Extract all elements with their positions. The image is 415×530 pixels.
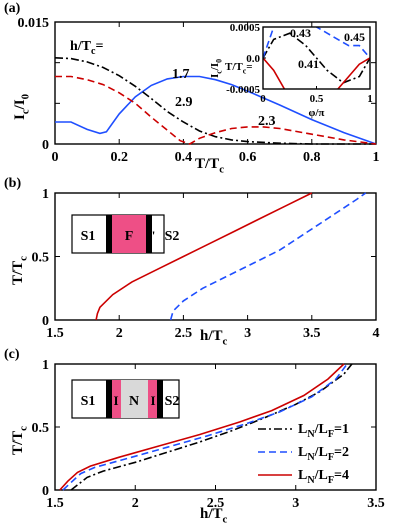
panel-c-barrier <box>106 380 112 418</box>
panel-c-ferro-layer <box>112 380 121 418</box>
panel-c-junction-label: I <box>150 393 155 408</box>
inset-plot-area <box>263 27 370 89</box>
panel-a-xlabel: T/Tc <box>195 156 224 176</box>
panel-c-ytick-label: 0 <box>42 484 49 499</box>
inset-xtick-label: 0.5 <box>310 93 324 105</box>
panel-b-xtick-label: 2 <box>116 326 123 341</box>
panel-a-xtick-label: 0 <box>52 150 59 165</box>
panel-a-legend-title: h/Tc= <box>70 39 104 57</box>
inset-xtick-label: 1 <box>367 93 373 105</box>
panel-a-xtick-label: 0.2 <box>110 150 128 165</box>
panel-b-xtick-label: 3.5 <box>303 326 321 341</box>
panel-b-xtick-label: 3 <box>244 326 251 341</box>
panel-b-xlabel: h/Tc <box>200 328 228 348</box>
inset-ytick-label: -0.0005 <box>226 84 260 96</box>
panel-b-ylabel: T/Tc <box>10 256 30 285</box>
panel-c-xlabel: h/Tc <box>200 506 228 526</box>
panel-b-junction-label: F <box>125 229 134 244</box>
panel-b-ytick-label: 0 <box>42 314 49 329</box>
panel-c-xtick-label: 3.5 <box>367 496 385 511</box>
panel-a-xtick-label: 0.8 <box>303 150 321 165</box>
panel-a-curve-label: 2.3 <box>258 114 276 129</box>
panel-b-xtick-label: 4 <box>373 326 380 341</box>
panel-a-xtick-label: 0.4 <box>175 150 193 165</box>
panel-c-series-line <box>62 363 348 491</box>
panel-b-ferromagnet <box>112 215 146 253</box>
panel-b-xtick-label: 2.5 <box>175 326 193 341</box>
inset-series-line <box>263 32 370 84</box>
panel-a-series-line <box>55 75 377 145</box>
panel-a-curve-label: 2.9 <box>175 95 193 110</box>
panel-a-ytick-label: 0.015 <box>18 16 50 31</box>
panel-b-junction-label: S2 <box>165 229 180 244</box>
panel-a-series-line <box>55 75 377 145</box>
panel-b-series-line <box>95 192 313 321</box>
panel-c-ytick-label: 0.5 <box>32 421 50 436</box>
panel-b-junction-label: I' <box>147 228 156 243</box>
inset-ytick-label: 0.0005 <box>230 22 261 34</box>
panel-c-ytick-label: 1 <box>42 358 49 373</box>
panel-c-xtick-label: 2 <box>132 496 139 511</box>
panel-a-curve-label: 1.7 <box>172 67 190 82</box>
inset-curve-label: 0.41 <box>298 57 319 71</box>
inset-curve-label: 0.43 <box>290 26 311 40</box>
panel-c-junction-label: S1 <box>81 394 96 409</box>
panel-c-xtick-label: 1.5 <box>46 496 64 511</box>
panel-c-ferro-layer <box>148 380 157 418</box>
panel-c-junction-label: N <box>129 394 139 409</box>
panel-a-ytick-label: 0 <box>42 138 49 153</box>
panel-c-legend-label: LN/LF=2 <box>298 445 349 463</box>
panel-b-xtick-label: 1.5 <box>46 326 64 341</box>
inset-xtick-label: 0 <box>260 93 266 105</box>
panel-c-normal-metal <box>121 380 148 418</box>
inset-ytick-label: 0.0 <box>246 53 260 65</box>
panel-b-junction-label: S1 <box>81 229 96 244</box>
inset-xlabel: φ/π <box>309 107 325 119</box>
panel-b-tag: (b) <box>4 176 21 191</box>
inset-series-line <box>263 57 370 89</box>
panel-c-xtick-label: 3 <box>292 496 299 511</box>
panel-c-ylabel: T/Tc <box>10 426 30 455</box>
panel-b-junction-label: I <box>106 228 111 243</box>
panel-c-junction-label: I <box>113 393 118 408</box>
panel-c-tag: (c) <box>4 347 20 362</box>
panel-c-series-line <box>59 363 345 491</box>
panel-a-xtick-label: 1 <box>373 150 380 165</box>
inset-curve-label: 0.45 <box>344 30 365 44</box>
panel-c-barrier <box>157 380 163 418</box>
panel-a-series-line <box>54 57 376 145</box>
panel-a-ylabel: Ic/I0 <box>12 94 32 120</box>
panel-c-junction-label: S2 <box>165 394 180 409</box>
panel-b-barrier <box>146 215 152 253</box>
panel-c-legend-label: LN/LF=1 <box>298 422 349 440</box>
panel-b-frame <box>54 192 377 321</box>
panel-b-ytick-label: 0.5 <box>32 250 50 265</box>
panel-a-xtick-label: 0.6 <box>239 150 257 165</box>
panel-b-barrier <box>106 215 112 253</box>
panel-c-legend-label: LN/LF=4 <box>298 468 349 486</box>
inset-legend-title: T/Tc= <box>225 61 253 75</box>
panel-c-xtick-label: 2.5 <box>207 496 225 511</box>
inset-ylabel: Ic/I0 <box>209 59 223 78</box>
panel-a-tag: (a) <box>4 1 21 16</box>
panel-b-ytick-label: 1 <box>42 187 49 202</box>
panel-a-frame <box>54 21 377 145</box>
panel-b-series-line <box>169 192 367 321</box>
